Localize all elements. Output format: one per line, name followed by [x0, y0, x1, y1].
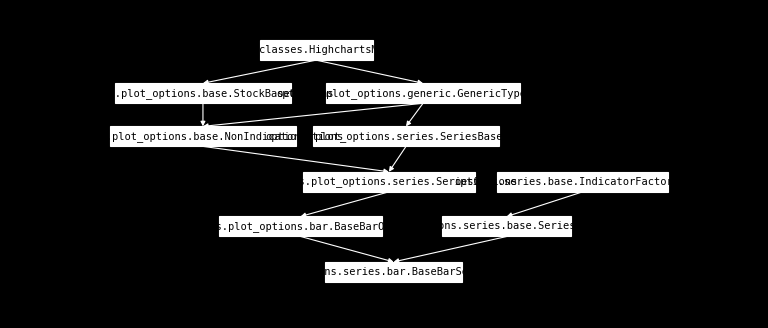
FancyBboxPatch shape [110, 126, 296, 146]
Text: options.series.bar.BaseBarSeries: options.series.bar.BaseBarSeries [293, 267, 494, 277]
Text: options.plot_options.base.NonIndicatorOptions: options.plot_options.base.NonIndicatorOp… [62, 131, 343, 142]
Text: options.plot_options.bar.BaseBarOptions: options.plot_options.bar.BaseBarOptions [179, 221, 422, 232]
FancyBboxPatch shape [326, 83, 520, 103]
Text: options.series.base.IndicatorFactoryMixin: options.series.base.IndicatorFactoryMixi… [455, 177, 711, 187]
Text: options.series.base.SeriesBase: options.series.base.SeriesBase [413, 221, 601, 232]
Text: options.plot_options.series.SeriesOptions: options.plot_options.series.SeriesOption… [261, 176, 517, 187]
FancyBboxPatch shape [260, 40, 372, 60]
Text: options.plot_options.generic.GenericTypeOptions: options.plot_options.generic.GenericType… [276, 88, 570, 99]
FancyBboxPatch shape [313, 126, 499, 146]
FancyBboxPatch shape [303, 172, 475, 192]
Text: metaclasses.HighchartsMeta: metaclasses.HighchartsMeta [235, 45, 397, 55]
FancyBboxPatch shape [115, 83, 290, 103]
FancyBboxPatch shape [497, 172, 668, 192]
FancyBboxPatch shape [219, 216, 382, 236]
FancyBboxPatch shape [326, 262, 462, 282]
FancyBboxPatch shape [442, 216, 571, 236]
Text: options.plot_options.base.StockBaseOptions: options.plot_options.base.StockBaseOptio… [71, 88, 334, 99]
Text: options.plot_options.series.SeriesBaseOptions: options.plot_options.series.SeriesBaseOp… [266, 131, 547, 142]
